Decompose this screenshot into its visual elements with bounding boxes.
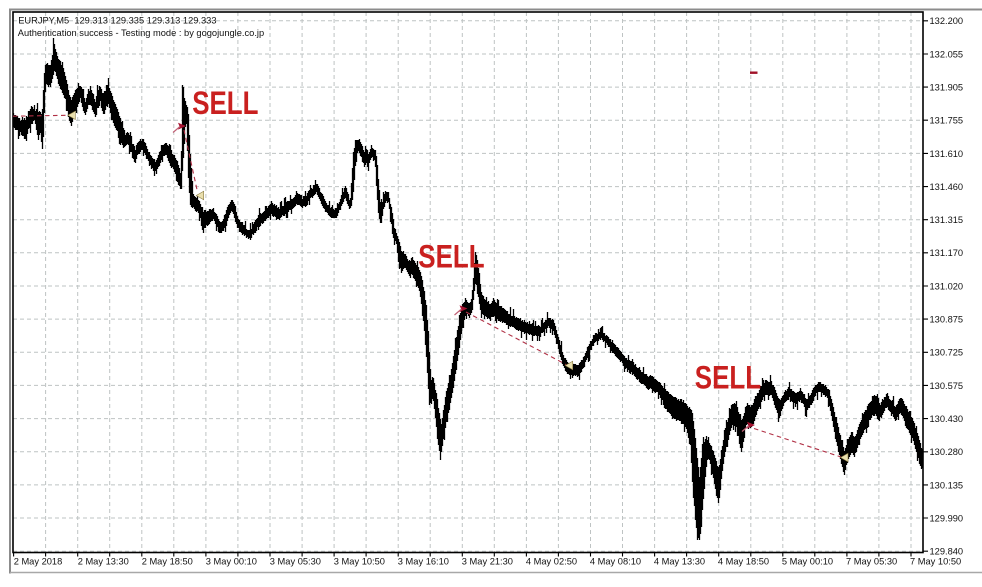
svg-text:130.135: 130.135 [930,480,964,490]
svg-text:130.430: 130.430 [930,414,964,424]
svg-text:130.725: 130.725 [930,348,964,358]
svg-text:130.575: 130.575 [930,381,964,391]
svg-text:4 May 08:10: 4 May 08:10 [590,557,641,567]
svg-text:131.755: 131.755 [930,116,964,126]
svg-text:131.020: 131.020 [930,281,964,291]
svg-text:131.610: 131.610 [930,149,964,159]
svg-text:130.280: 130.280 [930,447,964,457]
svg-text:130.875: 130.875 [930,315,964,325]
svg-text:129.990: 129.990 [930,513,964,523]
svg-text:3 May 21:30: 3 May 21:30 [462,557,513,567]
svg-text:EURJPY,M5 129.313 129.335 129: EURJPY,M5 129.313 129.335 129.313 129.33… [18,16,216,26]
svg-text:131.460: 131.460 [930,182,964,192]
svg-text:131.905: 131.905 [930,83,964,93]
svg-text:129.840: 129.840 [930,547,964,557]
svg-text:SELL: SELL [192,86,258,121]
svg-text:3 May 05:30: 3 May 05:30 [270,557,321,567]
svg-text:3 May 00:10: 3 May 00:10 [206,557,257,567]
svg-text:7 May 05:30: 7 May 05:30 [846,557,897,567]
svg-text:SELL: SELL [695,361,761,396]
svg-text:5 May 00:10: 5 May 00:10 [782,557,833,567]
svg-text:2 May 2018: 2 May 2018 [14,557,63,567]
svg-text:SELL: SELL [418,240,484,275]
svg-text:131.315: 131.315 [930,215,964,225]
svg-text:132.055: 132.055 [930,49,964,59]
svg-text:4 May 13:30: 4 May 13:30 [654,557,705,567]
svg-text:2 May 18:50: 2 May 18:50 [142,557,193,567]
svg-text:2 May 13:30: 2 May 13:30 [78,557,129,567]
svg-text:7 May 10:50: 7 May 10:50 [910,557,961,567]
svg-text:4 May 18:50: 4 May 18:50 [718,557,769,567]
svg-text:132.200: 132.200 [930,16,964,26]
svg-text:Authentication success - Testi: Authentication success - Testing mode : … [18,28,264,38]
svg-text:3 May 10:50: 3 May 10:50 [334,557,385,567]
svg-text:4 May 02:50: 4 May 02:50 [526,557,577,567]
svg-text:131.170: 131.170 [930,248,964,258]
svg-text:3 May 16:10: 3 May 16:10 [398,557,449,567]
